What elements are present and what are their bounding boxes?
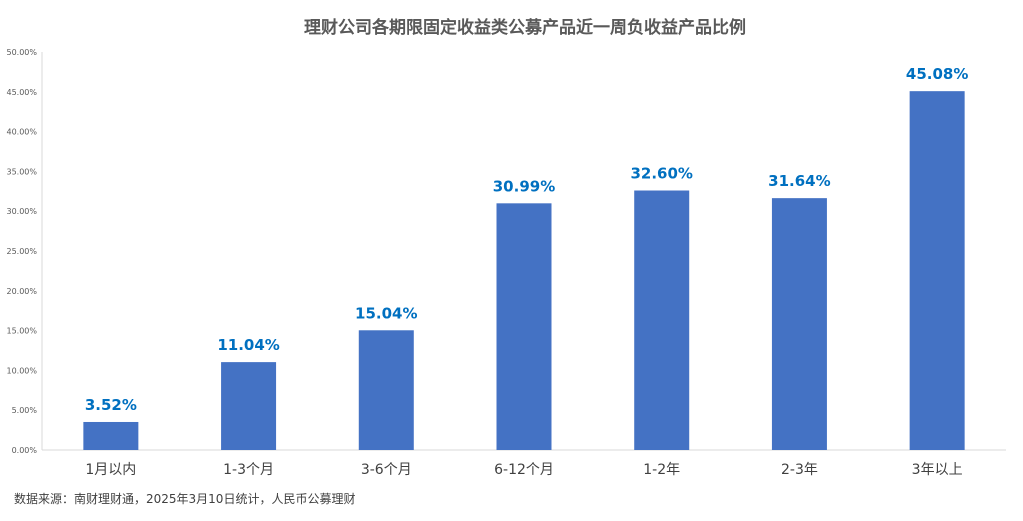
data-label: 30.99% xyxy=(493,177,555,195)
data-label: 31.64% xyxy=(768,172,830,190)
bar xyxy=(358,330,414,450)
y-tick-label: 15.00% xyxy=(6,327,37,336)
bar xyxy=(221,362,277,450)
y-tick-label: 35.00% xyxy=(6,167,37,176)
x-tick-label: 1-3个月 xyxy=(223,462,274,478)
x-axis: 1月以内 1-3个月 3-6个月 6-12个月 1-2年 2-3年 3年以上 xyxy=(85,462,962,478)
x-tick-label: 2-3年 xyxy=(781,462,818,478)
bar xyxy=(83,421,139,450)
x-tick-label: 6-12个月 xyxy=(494,462,554,478)
data-labels: 3.52% 11.04% 15.04% 30.99% 32.60% 31.64% 45.08… xyxy=(85,65,969,414)
y-tick-label: 10.00% xyxy=(6,366,37,375)
data-label: 45.08% xyxy=(906,65,968,83)
data-label: 11.04% xyxy=(217,336,279,354)
data-label: 3.52% xyxy=(85,396,137,414)
y-tick-label: 50.00% xyxy=(6,48,37,57)
x-tick-label: 1月以内 xyxy=(85,462,136,478)
y-tick-label: 30.00% xyxy=(6,207,37,216)
data-label: 15.04% xyxy=(355,304,417,322)
x-tick-label: 3-6个月 xyxy=(361,462,412,478)
bars xyxy=(83,91,965,450)
y-tick-label: 20.00% xyxy=(6,287,37,296)
source-note: 数据来源：南财理财通，2025年3月10日统计，人民币公募理财 xyxy=(14,491,355,506)
y-tick-label: 0.00% xyxy=(12,446,38,455)
bar xyxy=(771,198,827,450)
y-axis: 0.00% 5.00% 10.00% 15.00% 20.00% 25.00% 30.00%… xyxy=(6,48,37,455)
data-label: 32.60% xyxy=(630,165,692,183)
y-tick-label: 45.00% xyxy=(6,88,37,97)
x-tick-label: 1-2年 xyxy=(643,462,680,478)
bar xyxy=(909,91,965,450)
chart-title: 理财公司各期限固定收益类公募产品近一周负收益产品比例 xyxy=(304,17,746,38)
y-tick-label: 25.00% xyxy=(6,247,37,256)
y-tick-label: 40.00% xyxy=(6,128,37,137)
bar xyxy=(496,203,552,450)
bar xyxy=(634,190,690,450)
y-tick-label: 5.00% xyxy=(12,406,38,415)
x-tick-label: 3年以上 xyxy=(912,462,963,478)
